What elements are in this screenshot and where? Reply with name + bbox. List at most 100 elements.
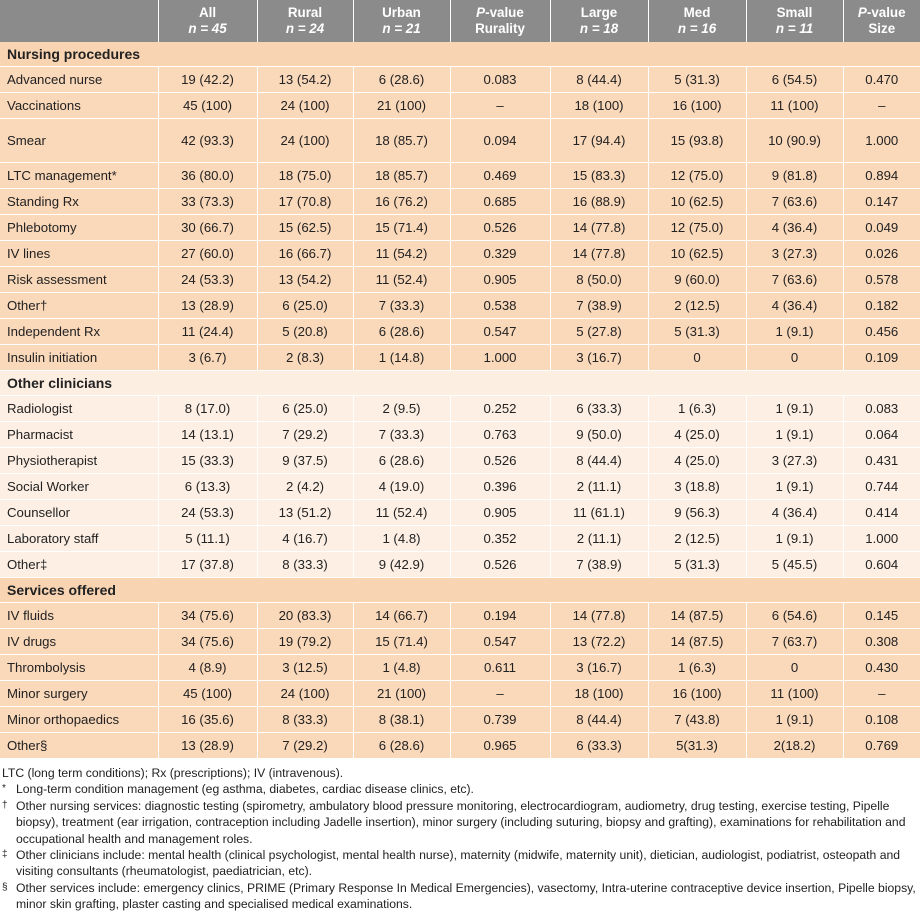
table-cell: 18 (85.7): [353, 118, 451, 163]
table-cell: 2 (8.3): [257, 344, 354, 371]
row-label: Counsellor: [0, 499, 159, 526]
table-cell: 1.000: [450, 344, 551, 371]
row-label: Other‡: [0, 551, 159, 578]
section-title: Nursing procedures: [0, 42, 920, 67]
table-cell: 2 (11.1): [550, 473, 649, 500]
table-cell: –: [843, 92, 920, 119]
table-cell: 0.744: [843, 473, 920, 500]
section-header-row: Services offered: [0, 577, 920, 603]
table-cell: 0.108: [843, 706, 920, 733]
table-row: Standing Rx 33 (73.3) 17 (70.8) 16 (76.2) 0.…: [0, 188, 920, 215]
table-cell: 8 (44.4): [550, 447, 649, 474]
table-cell: 14 (77.8): [550, 240, 649, 267]
section-header-row: Other clinicians: [0, 370, 920, 396]
table-row: Radiologist 8 (17.0) 6 (25.0) 2 (9.5) 0.252 6…: [0, 395, 920, 422]
footnote-mark: *: [2, 783, 6, 795]
table-cell: 10 (62.5): [648, 240, 747, 267]
table-cell: 27 (60.0): [158, 240, 258, 267]
table-row: Smear 42 (93.3) 24 (100) 18 (85.7) 0.094 17 (…: [0, 118, 920, 163]
footnote: * Long-term condition management (eg asth…: [2, 781, 918, 797]
table-cell: 3 (18.8): [648, 473, 747, 500]
table-cell: 0.526: [450, 551, 551, 578]
table-row: Social Worker 6 (13.3) 2 (4.2) 4 (19.0) 0.39…: [0, 473, 920, 500]
table-cell: 13 (72.2): [550, 628, 649, 655]
header-cell-large: Large n = 18: [550, 0, 649, 42]
table-cell: 42 (93.3): [158, 118, 258, 163]
table-cell: 1 (4.8): [353, 525, 451, 552]
table-cell: 7 (33.3): [353, 292, 451, 319]
table-cell: –: [843, 680, 920, 707]
table-cell: 7 (63.6): [746, 188, 844, 215]
table-cell: 4 (25.0): [648, 421, 747, 448]
header-cell-label: [0, 0, 159, 42]
table-cell: 34 (75.6): [158, 628, 258, 655]
table-cell: 9 (37.5): [257, 447, 354, 474]
header-cell-pvalue-rurality: P-value Rurality: [450, 0, 551, 42]
table-cell: 21 (100): [353, 680, 451, 707]
table-cell: 3 (16.7): [550, 344, 649, 371]
table-cell: 11 (100): [746, 92, 844, 119]
table-cell: 0: [746, 654, 844, 681]
table-cell: 0.145: [843, 602, 920, 629]
table-cell: 8 (33.3): [257, 551, 354, 578]
table-cell: 5(31.3): [648, 732, 747, 759]
table-cell: 9 (56.3): [648, 499, 747, 526]
table-cell: 0.026: [843, 240, 920, 267]
table-cell: 8 (17.0): [158, 395, 258, 422]
table-cell: 4 (8.9): [158, 654, 258, 681]
table-cell: 0.456: [843, 318, 920, 345]
table-cell: 14 (77.8): [550, 602, 649, 629]
table-cell: 15 (71.4): [353, 214, 451, 241]
table-cell: 5 (31.3): [648, 66, 747, 93]
table-cell: 30 (66.7): [158, 214, 258, 241]
table-cell: 20 (83.3): [257, 602, 354, 629]
table-row: Other§ 13 (28.9) 7 (29.2) 6 (28.6) 0.965 6 (3…: [0, 732, 920, 759]
row-label: Advanced nurse: [0, 66, 159, 93]
row-label: Physiotherapist: [0, 447, 159, 474]
table-cell: 14 (13.1): [158, 421, 258, 448]
table-cell: 0.414: [843, 499, 920, 526]
table-cell: 34 (75.6): [158, 602, 258, 629]
table-notes: LTC (long term conditions); Rx (prescrip…: [0, 759, 920, 913]
table-row: Thrombolysis 4 (8.9) 3 (12.5) 1 (4.8) 0.611 3…: [0, 654, 920, 681]
table-cell: 0.769: [843, 732, 920, 759]
results-table: All n = 45 Rural n = 24 Urban n = 21 P-valu…: [0, 0, 920, 759]
table-cell: 11 (54.2): [353, 240, 451, 267]
table-cell: 12 (75.0): [648, 214, 747, 241]
row-label: Insulin initiation: [0, 344, 159, 371]
table-cell: 15 (83.3): [550, 162, 649, 189]
row-label: Minor surgery: [0, 680, 159, 707]
table-cell: 11 (24.4): [158, 318, 258, 345]
table-row: Minor surgery 45 (100) 24 (100) 21 (100) –18…: [0, 680, 920, 707]
table-cell: 6 (13.3): [158, 473, 258, 500]
table-cell: 0: [648, 344, 747, 371]
table-cell: 15 (62.5): [257, 214, 354, 241]
table-cell: 0.352: [450, 525, 551, 552]
row-label: Thrombolysis: [0, 654, 159, 681]
table-cell: 7 (33.3): [353, 421, 451, 448]
table-cell: –: [450, 680, 551, 707]
table-cell: 3 (16.7): [550, 654, 649, 681]
table-row: Insulin initiation 3 (6.7) 2 (8.3) 1 (14.8)…: [0, 344, 920, 371]
footnote-mark: ‡: [2, 849, 8, 861]
row-label: Phlebotomy: [0, 214, 159, 241]
table-cell: 0.685: [450, 188, 551, 215]
footnote-mark: †: [2, 799, 8, 811]
table-cell: 6 (25.0): [257, 395, 354, 422]
table-cell: 1 (9.1): [746, 395, 844, 422]
row-label: Minor orthopaedics: [0, 706, 159, 733]
table-cell: 9 (81.8): [746, 162, 844, 189]
table-cell: 3 (6.7): [158, 344, 258, 371]
table-cell: 45 (100): [158, 680, 258, 707]
table-cell: 24 (53.3): [158, 266, 258, 293]
table-cell: 14 (66.7): [353, 602, 451, 629]
table-cell: 14 (87.5): [648, 602, 747, 629]
table-cell: 6 (33.3): [550, 395, 649, 422]
table-row: Phlebotomy 30 (66.7) 15 (62.5) 15 (71.4) 0.5…: [0, 214, 920, 241]
table-cell: 1.000: [843, 525, 920, 552]
table-cell: 0.538: [450, 292, 551, 319]
table-cell: 18 (100): [550, 92, 649, 119]
table-cell: 3 (27.3): [746, 240, 844, 267]
table-row: Advanced nurse 19 (42.2) 13 (54.2) 6 (28.6)…: [0, 66, 920, 93]
table-cell: 1 (4.8): [353, 654, 451, 681]
